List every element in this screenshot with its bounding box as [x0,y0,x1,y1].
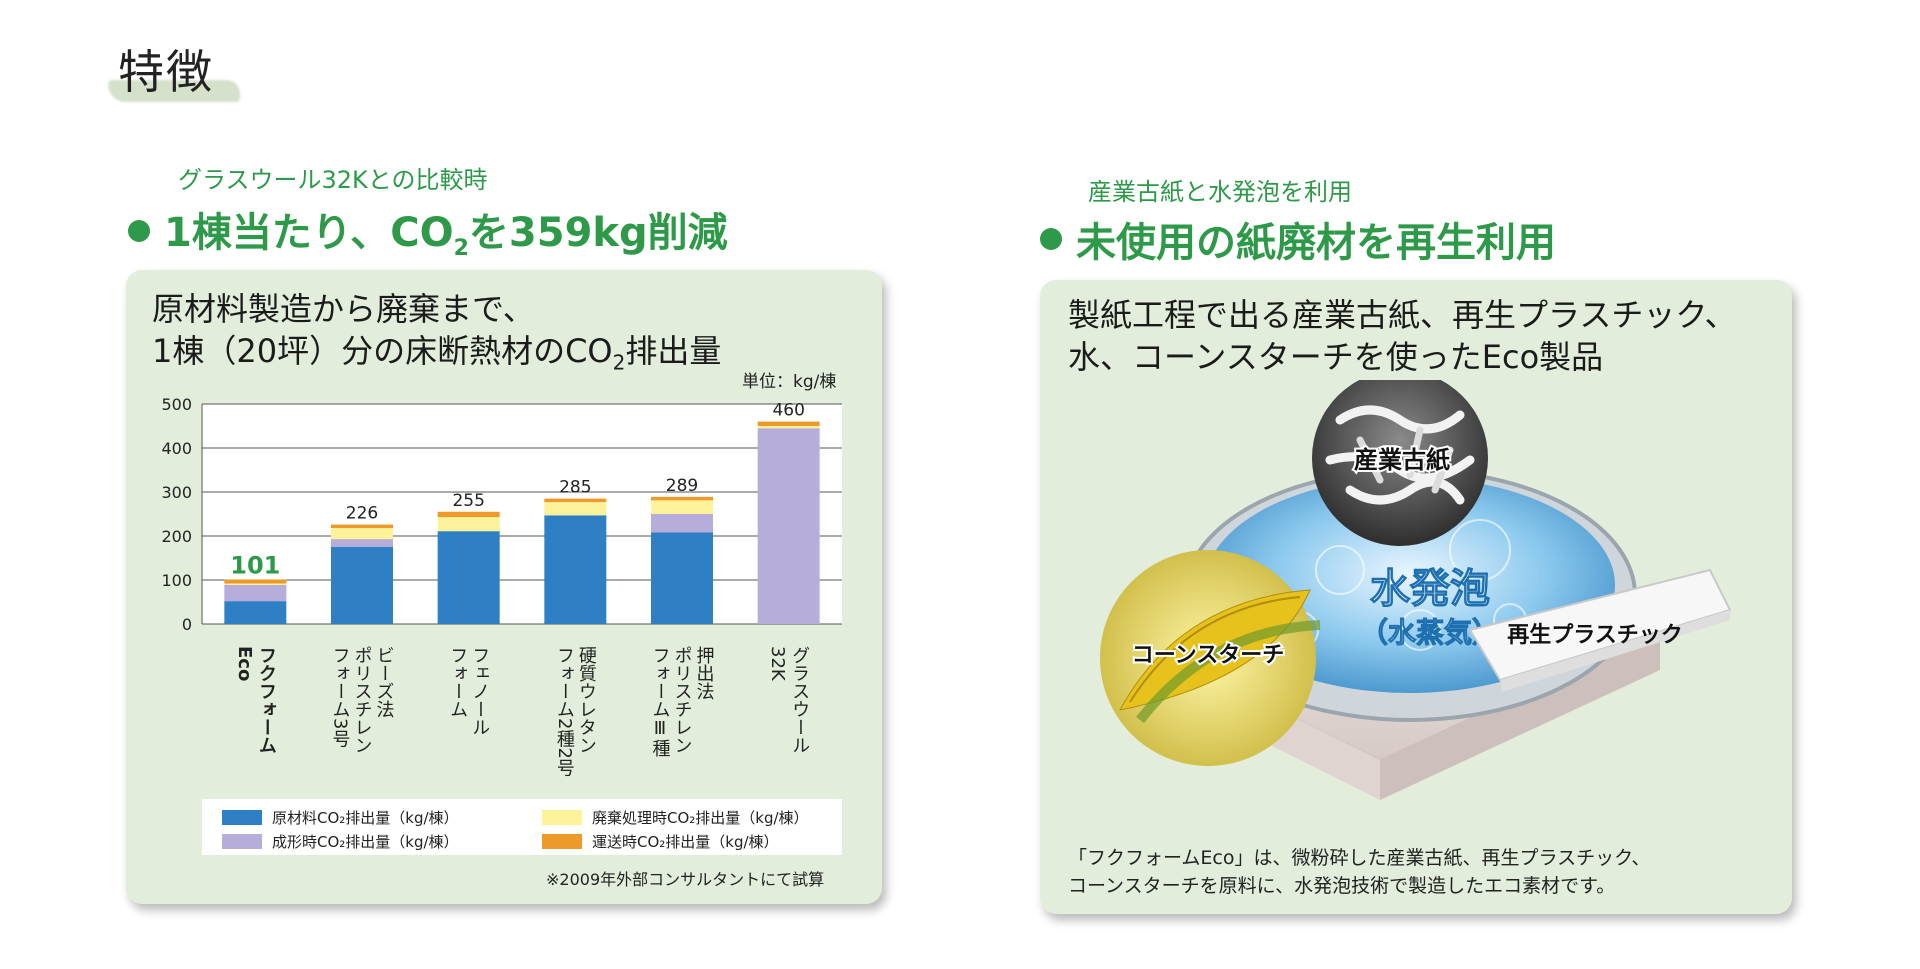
bar-segment [437,517,500,532]
water-foam-label: 水発泡 [1370,566,1490,612]
legend-swatch [222,810,262,825]
x-tick-label: Eco [234,646,255,681]
plastic-label: 再生プラスチック [1507,623,1683,648]
plot-area [202,404,842,624]
bar-segment [331,547,393,624]
data-label: 289 [666,476,698,496]
legend-label: 運送時CO₂排出量（kg/棟） [592,833,779,851]
material-illustration: 水発泡 （水蒸気） 産業古紙 コーンスターチ 再生プラスチック [1100,380,1732,800]
left-panel: 原材料製造から廃棄まで、 1棟（20坪）分の床断熱材のCO2排出量 単位：kg/… [126,270,882,904]
left-headline-text: 1棟当たり、CO2を359kg削減 [164,210,728,261]
bar-segment [651,532,713,624]
bullet-icon [128,219,150,242]
y-tick-label: 400 [161,439,192,458]
right-headline-text: 未使用の紙廃材を再生利用 [1076,220,1556,266]
x-tick-label: グラスウール [789,646,810,754]
y-tick-label: 0 [182,615,192,634]
bar-segment [331,539,393,547]
data-label: 226 [346,504,378,524]
title-brush-decoration [108,80,240,102]
legend-item: 運送時CO₂排出量（kg/棟） [542,831,779,852]
y-tick-label: 200 [161,527,192,546]
data-label: 460 [772,401,804,421]
right-panel-title: 製紙工程で出る産業古紙、再生プラスチック、 水、コーンスターチを使ったEco製品 [1068,296,1737,376]
x-tick-label: フォーム3号 [330,646,351,748]
right-headline: 未使用の紙廃材を再生利用 [1040,210,1556,268]
bar-segment [651,500,713,514]
cornstarch-label: コーンスターチ [1132,643,1284,668]
x-tick-label: 32K [767,646,788,682]
recycled-paper-circle [1312,380,1488,546]
x-tick-label: フクフォーム [256,646,277,754]
y-tick-label: 300 [161,483,192,502]
y-tick-label: 500 [161,395,192,414]
x-tick-label: フェノール [469,646,490,736]
footnote: ※2009年外部コンサルタントにて試算 [546,870,825,889]
x-tick-label: ポリスチレン [672,646,693,754]
legend-label: 廃棄処理時CO₂排出量（kg/棟） [592,809,809,827]
paper-label: 産業古紙 [1354,446,1450,474]
legend-item: 原材料CO₂排出量（kg/棟） [222,807,459,828]
legend-label: 原材料CO₂排出量（kg/棟） [272,809,459,827]
bar-segment [331,528,393,540]
bar-segment [437,531,500,624]
data-label: 255 [452,491,484,511]
data-label: 285 [559,478,591,498]
legend-swatch [222,834,262,849]
legend-swatch [542,834,582,849]
bar-segment [651,496,713,501]
bar-segment [224,579,287,584]
cornstarch-circle [1100,550,1321,766]
bar-segment [757,421,820,426]
bar-segment [544,502,607,516]
bar-segment [757,426,820,429]
bar-segment [757,428,820,624]
left-subhead: グラスウール32Kとの比較時 [178,166,488,194]
left-panel-title: 原材料製造から廃棄まで、 1棟（20坪）分の床断熱材のCO2排出量 [152,290,722,375]
x-tick-label: フォーム2種2号 [554,646,575,778]
right-footer-text: 「フクフォームEco」は、微粉砕した産業古紙、再生プラスチック、 コーンスターチ… [1068,847,1651,897]
data-label: 101 [230,552,280,580]
page-title: 特徴 [118,45,214,99]
bar-segment [224,601,287,624]
x-tick-label: 硬質ウレタン [576,646,597,754]
bar-segment [224,583,287,585]
bar-segment [544,498,607,503]
right-panel: 製紙工程で出る産業古紙、再生プラスチック、 水、コーンスターチを使ったEco製品 [1040,280,1792,914]
x-tick-label: フォーム [447,646,468,718]
recycled-plastic-tray [1468,568,1732,692]
bar-segment [224,584,287,602]
legend-swatch [542,810,582,825]
left-headline: 1棟当たり、CO2を359kg削減 [128,200,728,261]
x-tick-label: ビーズ法 [374,646,395,718]
co2-bar-chart: 0100200300400500101フクフォームEco226ビーズ法ポリスチレ… [161,395,842,778]
x-tick-label: フォームⅢ種 [650,646,671,757]
bar-segment [437,511,500,518]
legend-label: 成形時CO₂排出量（kg/棟） [272,833,459,851]
chart-legend: 原材料CO₂排出量（kg/棟） 廃棄処理時CO₂排出量（kg/棟） 成形時CO₂排出… [202,799,842,855]
right-subhead: 産業古紙と水発泡を利用 [1088,178,1352,206]
unit-label: 単位：kg/棟 [742,372,837,392]
x-tick-label: 押出法 [694,646,715,700]
legend-item: 成形時CO₂排出量（kg/棟） [222,831,459,852]
x-tick-label: ポリスチレン [352,646,373,754]
bar-segment [331,524,393,529]
bullet-icon [1040,228,1062,250]
legend-item: 廃棄処理時CO₂排出量（kg/棟） [542,807,809,828]
bar-segment [651,514,713,533]
y-tick-label: 100 [161,571,192,590]
bar-segment [544,515,607,624]
